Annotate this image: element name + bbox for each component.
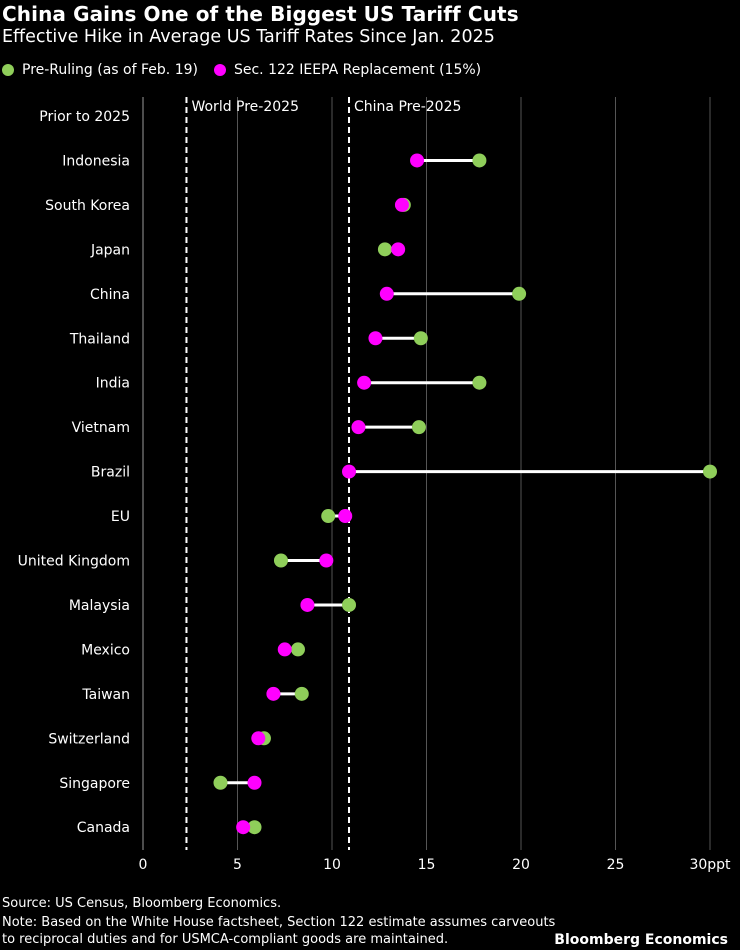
footer-source: Source: US Census, Bloomberg Economics.	[2, 896, 282, 911]
category-label-brazil: Brazil	[91, 465, 130, 481]
reference-label-china-pre-2025: China Pre-2025	[354, 99, 461, 115]
x-tick-label-5: 5	[233, 857, 242, 873]
category-label-japan: Japan	[90, 242, 130, 258]
pre-ruling-point-taiwan	[294, 686, 309, 701]
replacement-point-china	[379, 286, 394, 301]
category-label-taiwan: Taiwan	[81, 687, 130, 703]
x-tick-label-30ppt: 30ppt	[689, 857, 731, 873]
category-label-indonesia: Indonesia	[62, 153, 130, 169]
pre-ruling-point-vietnam	[411, 420, 426, 435]
legend-label-pre-ruling: Pre-Ruling (as of Feb. 19)	[22, 62, 198, 78]
footer-note-line-1: Note: Based on the White House factsheet…	[2, 915, 556, 930]
replacement-point-thailand	[368, 331, 383, 346]
pre-ruling-point-thailand	[413, 331, 428, 346]
pre-ruling-point-eu	[321, 509, 336, 524]
pre-ruling-point-singapore	[213, 775, 228, 790]
reference-label-world-pre-2025: World Pre-2025	[191, 99, 299, 115]
replacement-point-brazil	[342, 464, 357, 479]
pre-ruling-point-india	[472, 375, 487, 390]
pre-ruling-point-mexico	[290, 642, 305, 657]
pre-ruling-point-united-kingdom	[273, 553, 288, 568]
legend: Pre-Ruling (as of Feb. 19) Sec. 122 IEEP…	[2, 60, 497, 80]
category-label-eu: EU	[111, 509, 130, 525]
pre-ruling-point-malaysia	[342, 597, 357, 612]
replacement-point-malaysia	[300, 597, 315, 612]
pre-ruling-point-china	[512, 286, 527, 301]
replacement-point-south-korea	[394, 197, 409, 212]
legend-swatch-replacement	[213, 64, 226, 76]
legend-item-replacement: Sec. 122 IEEPA Replacement (15%)	[213, 62, 482, 78]
category-label-united-kingdom: United Kingdom	[18, 554, 130, 570]
category-label-south-korea: South Korea	[45, 198, 130, 214]
category-label-mexico: Mexico	[81, 642, 130, 658]
category-label-prior-to-2025: Prior to 2025	[39, 109, 130, 125]
x-tick-label-15: 15	[418, 857, 436, 873]
replacement-point-india	[357, 375, 372, 390]
replacement-point-eu	[338, 509, 353, 524]
category-label-switzerland: Switzerland	[48, 731, 130, 747]
replacement-point-united-kingdom	[319, 553, 334, 568]
brand-logo-text: Bloomberg Economics	[554, 932, 728, 948]
replacement-point-canada	[236, 820, 251, 835]
chart-title: China Gains One of the Biggest US Tariff…	[2, 2, 519, 26]
x-tick-label-25: 25	[607, 857, 625, 873]
pre-ruling-point-indonesia	[472, 153, 487, 168]
category-label-china: China	[90, 287, 130, 303]
pre-ruling-point-brazil	[703, 464, 717, 479]
category-label-malaysia: Malaysia	[69, 598, 130, 614]
chart-subtitle: Effective Hike in Average US Tariff Rate…	[2, 27, 495, 47]
x-tick-label-0: 0	[139, 857, 148, 873]
category-label-india: India	[96, 376, 130, 392]
category-label-vietnam: Vietnam	[72, 420, 130, 436]
replacement-point-vietnam	[351, 420, 366, 435]
replacement-point-indonesia	[410, 153, 425, 168]
replacement-point-mexico	[277, 642, 292, 657]
legend-swatch-pre-ruling	[2, 64, 14, 76]
replacement-point-switzerland	[251, 731, 266, 746]
legend-item-pre-ruling: Pre-Ruling (as of Feb. 19)	[2, 62, 198, 78]
pre-ruling-point-canada	[247, 820, 262, 835]
replacement-point-japan	[391, 242, 406, 257]
replacement-point-taiwan	[266, 686, 281, 701]
replacement-point-singapore	[247, 775, 262, 790]
category-label-canada: Canada	[77, 820, 130, 836]
legend-label-replacement: Sec. 122 IEEPA Replacement (15%)	[233, 62, 482, 78]
category-label-singapore: Singapore	[59, 776, 130, 792]
footer-note-line-2: to reciprocal duties and for USMCA-compl…	[2, 932, 449, 947]
category-label-thailand: Thailand	[69, 331, 130, 347]
x-tick-label-10: 10	[323, 857, 341, 873]
pre-ruling-point-japan	[377, 242, 392, 257]
x-tick-label-20: 20	[512, 857, 530, 873]
